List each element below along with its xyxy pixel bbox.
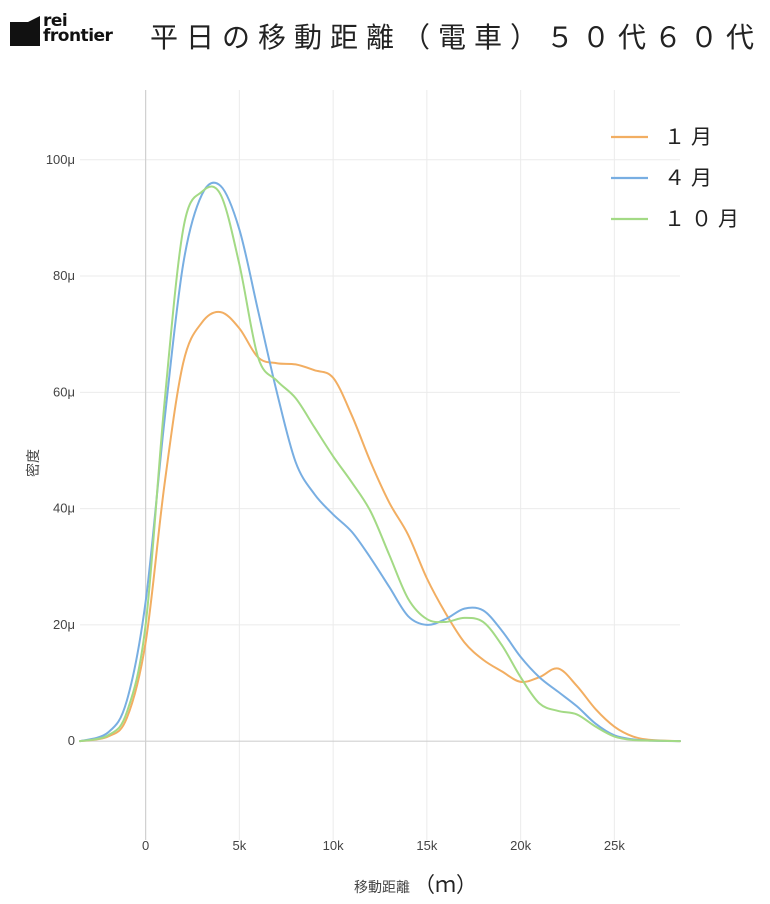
y-tick-label: 100μ	[46, 152, 75, 167]
series-lines	[79, 181, 681, 743]
logo-text: rei frontier	[43, 11, 113, 46]
tick-labels: 0 5k 10k 15k 20k 25k 0 20μ 40μ 60μ 80μ 100μ	[46, 152, 626, 853]
legend-label-2: ４月	[664, 166, 718, 190]
legend: １月 ４月 １０月	[611, 125, 745, 231]
y-tick-label: 40μ	[53, 501, 75, 516]
x-tick-label: 10k	[323, 838, 344, 853]
axes	[80, 90, 680, 840]
x-axis-label: 移動距離 （ｍ）	[354, 873, 477, 897]
x-tick-label: 25k	[604, 838, 625, 853]
series-line-1	[79, 310, 681, 743]
y-tick-label: 0	[68, 733, 75, 748]
grid-lines	[80, 90, 680, 840]
legend-label-1: １月	[664, 125, 718, 149]
logo-text-line1: rei	[43, 11, 68, 31]
x-axis-label-text: 移動距離	[354, 879, 410, 896]
y-tick-label: 20μ	[53, 617, 75, 632]
x-tick-label: 15k	[416, 838, 437, 853]
y-tick-label: 60μ	[53, 384, 75, 399]
brand-logo: rei frontier	[10, 11, 113, 50]
x-tick-label: 0	[142, 838, 149, 853]
series-line-3	[79, 185, 681, 743]
y-axis-label: 密度	[25, 449, 42, 477]
x-tick-label: 20k	[510, 838, 531, 853]
legend-label-3: １０月	[664, 207, 745, 231]
logo-text-line2: frontier	[43, 26, 113, 46]
logo-mark-icon	[10, 16, 40, 46]
x-axis-label-unit: （ｍ）	[414, 873, 477, 897]
y-tick-label: 80μ	[53, 268, 75, 283]
x-tick-label: 5k	[233, 838, 247, 853]
series-line-2	[79, 181, 681, 743]
chart-title: 平日の移動距離（電車）５０代６０代	[150, 21, 763, 54]
